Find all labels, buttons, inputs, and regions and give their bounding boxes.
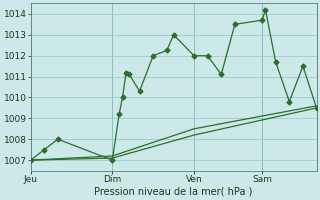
X-axis label: Pression niveau de la mer( hPa ): Pression niveau de la mer( hPa ): [94, 187, 253, 197]
